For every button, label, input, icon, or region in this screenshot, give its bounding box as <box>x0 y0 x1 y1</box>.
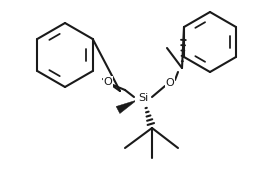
Text: Si: Si <box>138 93 148 103</box>
Text: Si: Si <box>138 93 148 103</box>
Text: O: O <box>166 78 174 88</box>
Text: O: O <box>104 77 112 87</box>
Polygon shape <box>116 100 137 114</box>
